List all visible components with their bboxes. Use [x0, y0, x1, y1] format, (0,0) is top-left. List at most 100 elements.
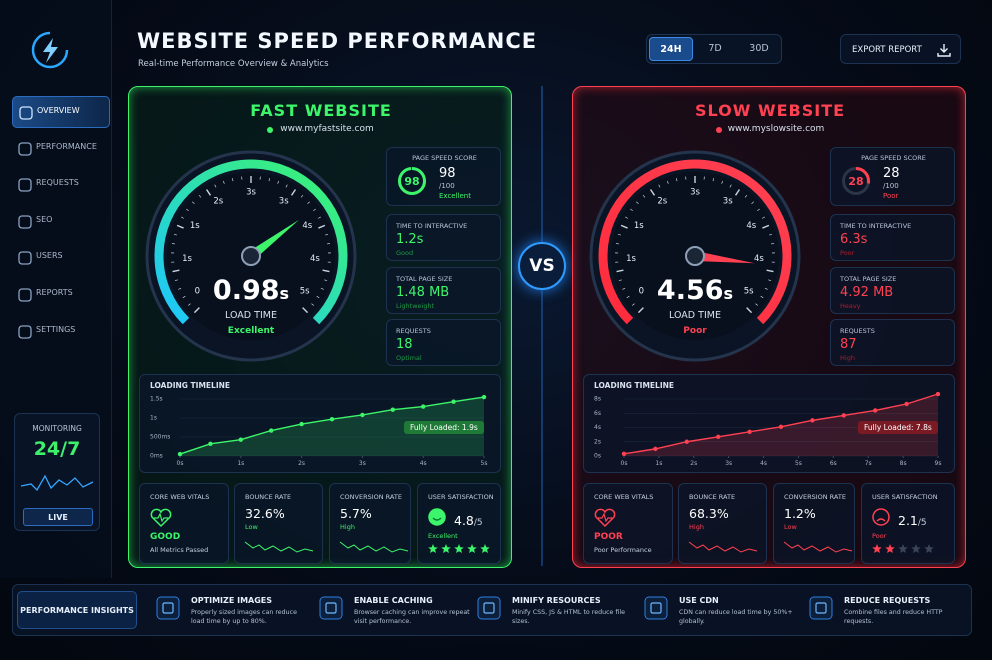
star	[480, 544, 490, 554]
gauge-tick	[617, 233, 621, 236]
icon-frame	[809, 596, 833, 620]
insight-item[interactable]: USE CDN CDN can reduce load time by 50%+ …	[644, 594, 794, 630]
gauge-needle	[694, 251, 755, 264]
stat-sparkline	[783, 541, 853, 553]
y-tick-label: 500ms	[150, 434, 170, 441]
nav-icon	[18, 215, 32, 229]
star	[911, 544, 921, 554]
x-tick-label: 2s	[690, 460, 697, 467]
gauge-tick	[622, 287, 626, 290]
insights-title: PERFORMANCE INSIGHTS	[17, 591, 137, 629]
gauge-tick-label: 2s	[213, 196, 223, 206]
gauge-tick	[318, 224, 326, 229]
gauge-tick	[324, 279, 328, 282]
gauge-tick	[205, 189, 212, 196]
heart	[150, 508, 172, 528]
gauge-tick	[173, 233, 177, 236]
monitoring-label: MONITORING	[32, 424, 82, 433]
star	[885, 544, 895, 554]
gauge-arc	[598, 159, 792, 325]
metric-value: 1.2s	[396, 232, 424, 247]
timeline-point	[935, 391, 941, 397]
stat-status: Poor Performance	[594, 546, 652, 554]
gauge-tick	[649, 189, 656, 196]
panel-url: www.myslowsite.com	[727, 124, 825, 134]
mouth	[876, 518, 886, 522]
stat-card: CORE WEB VITALS GOOD All Metrics Passed	[139, 483, 229, 564]
gauge-hub	[685, 246, 705, 266]
metric-card: TOTAL PAGE SIZE 1.48 MB Lightweight	[386, 266, 501, 314]
metric-label: TIME TO INTERACTIVE	[396, 222, 468, 230]
range-button[interactable]: 24H	[649, 37, 693, 61]
range-button[interactable]: 30D	[749, 43, 769, 54]
nav-item[interactable]: SETTINGS	[12, 316, 110, 348]
star	[898, 544, 908, 554]
nav-item[interactable]: PERFORMANCE	[12, 133, 110, 165]
nav-icon	[18, 251, 32, 266]
x-tick-label: 2s	[298, 460, 305, 467]
insight-title: ENABLE CACHING	[354, 596, 433, 605]
nav-icon-shape	[18, 288, 32, 302]
nav-item[interactable]: REPORTS	[12, 279, 110, 311]
gauge-label: LOAD TIME	[225, 310, 277, 321]
gauge-tick	[768, 279, 772, 282]
gauge: 0 1s 1s 2s 3s 3s 4s 4s 5s	[145, 150, 357, 362]
timeline-point	[873, 408, 878, 413]
gauge-tick	[762, 224, 770, 229]
gauge-tick-label: 3s	[246, 188, 256, 198]
insight-item[interactable]: MINIFY RESOURCES Minify CSS, JS & HTML to…	[477, 594, 627, 630]
metric-status: Optimal	[396, 354, 422, 362]
range-button[interactable]: 7D	[708, 43, 722, 54]
stat-value: 1.2%	[784, 506, 816, 521]
vs-divider	[541, 86, 543, 566]
timeline-point	[299, 421, 304, 427]
x-tick-label: 7s	[865, 460, 872, 467]
live-button[interactable]: LIVE	[23, 508, 93, 526]
metric-status: Poor	[840, 249, 855, 257]
gauge-tick	[642, 194, 646, 198]
insight-text: Browser caching can improve repeat visit…	[354, 609, 470, 625]
nav-icon	[18, 178, 32, 192]
gauge-tick	[636, 201, 639, 204]
stat-card: CONVERSION RATE 1.2% Low	[773, 483, 855, 564]
timeline-point	[360, 412, 365, 418]
export-label: EXPORT REPORT	[852, 45, 922, 55]
gauge-tick-label: 0	[639, 286, 644, 296]
insight-title: USE CDN	[679, 596, 719, 605]
sparkline	[339, 541, 409, 553]
nav-label: OVERVIEW	[37, 106, 80, 115]
stat-label: CONVERSION RATE	[340, 493, 402, 501]
gauge-tick-label: 3s	[279, 196, 289, 206]
score-status: Poor	[883, 192, 899, 200]
insight-item[interactable]: OPTIMIZE IMAGES Properly sized images can…	[156, 594, 306, 630]
stars	[428, 544, 490, 554]
gauge-tick	[322, 269, 330, 273]
vitals-icon	[150, 508, 172, 528]
insight-item[interactable]: REDUCE REQUESTS Combine files and reduce …	[809, 594, 959, 630]
stat-status: High	[689, 523, 704, 531]
nav-item[interactable]: REQUESTS	[12, 169, 110, 201]
stat-label: USER SATISFACTION	[872, 493, 938, 501]
gauge-tick	[760, 295, 764, 299]
timeline-area	[624, 394, 938, 456]
gauge-tick	[751, 201, 754, 204]
stat-label: BOUNCE RATE	[245, 493, 292, 501]
nav-item[interactable]: SEO	[12, 206, 110, 238]
stat-value: GOOD	[150, 532, 181, 542]
gauge-tick	[193, 307, 200, 314]
star	[441, 544, 451, 554]
timeline-title: LOADING TIMELINE	[594, 381, 675, 390]
nav-item[interactable]: OVERVIEW	[12, 96, 110, 128]
stat-value: 4.8	[454, 513, 474, 528]
stat-card: BOUNCE RATE 68.3% High	[678, 483, 767, 564]
nav-item[interactable]: USERS	[12, 242, 110, 274]
gauge-unit: s	[723, 284, 734, 303]
monitoring-sparkline	[20, 474, 94, 492]
metric-label: TOTAL PAGE SIZE	[840, 274, 897, 283]
metric-value: 18	[396, 337, 413, 352]
insight-text: Minify CSS, JS & HTML to reduce file siz…	[512, 609, 626, 625]
insight-item[interactable]: ENABLE CACHING Browser caching can improv…	[319, 594, 470, 630]
stat-label: USER SATISFACTION	[428, 493, 494, 501]
export-button[interactable]: EXPORT REPORT	[840, 34, 961, 64]
gauge-tick	[182, 295, 186, 299]
